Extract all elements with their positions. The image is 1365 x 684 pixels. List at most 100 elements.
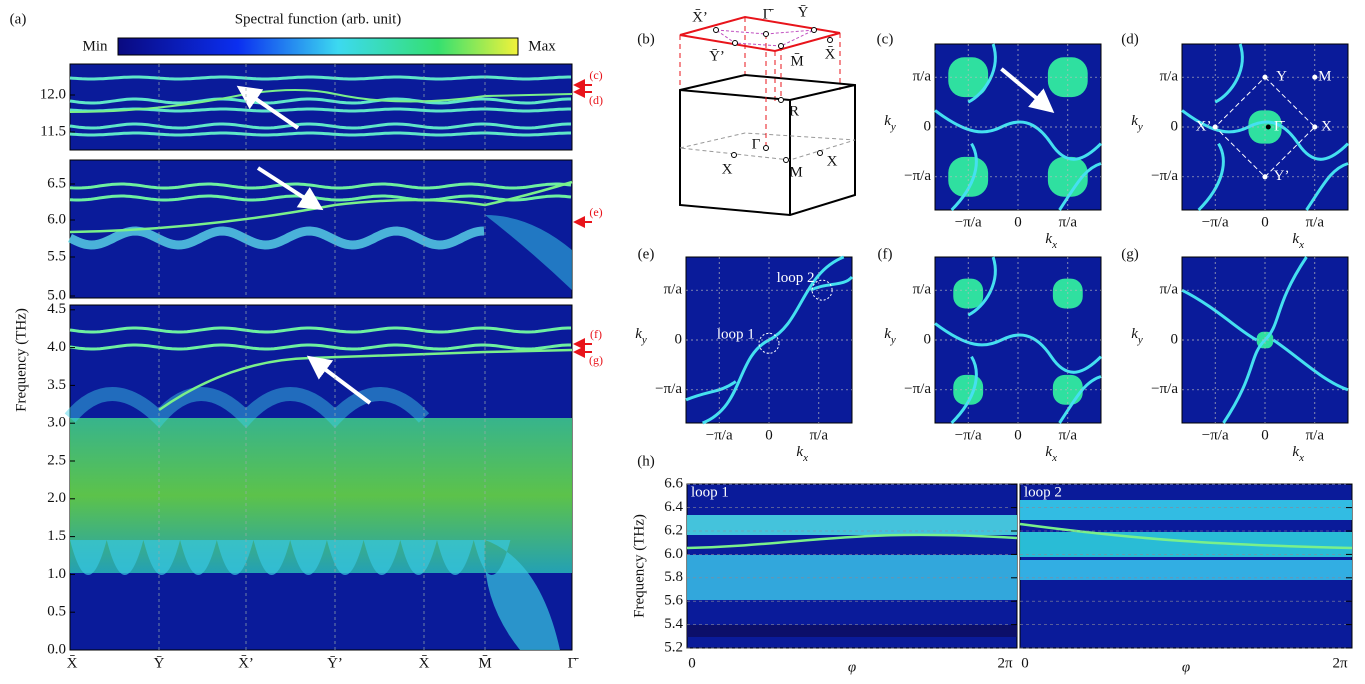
- loop-marker: [811, 279, 833, 301]
- y-tick-label: 2.0: [47, 490, 66, 506]
- pocket: [1248, 110, 1282, 144]
- spectral-curve: [1058, 162, 1102, 211]
- loop-title: loop 1: [691, 484, 729, 500]
- band: [687, 515, 1017, 535]
- y-tick-label: 4.5: [47, 301, 66, 317]
- x-axis-label: kx: [1045, 444, 1057, 463]
- y-tick-label: 5.4: [664, 616, 683, 632]
- spectral-curve: [685, 380, 737, 402]
- y-tick-label: 1.0: [47, 566, 66, 582]
- point-label: X: [827, 153, 838, 169]
- band: [69, 326, 571, 334]
- x-tick-label: π/a: [1306, 427, 1325, 443]
- x-axis-label: kx: [1292, 444, 1304, 463]
- marker-label: (g): [589, 353, 603, 367]
- subscript: y: [1137, 121, 1143, 133]
- point-label: X’: [1196, 118, 1212, 134]
- spectral-curve: [1222, 256, 1308, 424]
- y-tick-label: 0: [675, 331, 683, 347]
- y-tick-label: 0: [1171, 118, 1179, 134]
- x-tick-label: −π/a: [706, 427, 733, 443]
- y-tick-label: 6.0: [47, 211, 66, 227]
- point-label: Γ̄: [763, 6, 775, 22]
- spectral-curve: [950, 142, 978, 212]
- panel-label: (e): [638, 246, 655, 262]
- x-axis-label: kx: [796, 444, 808, 463]
- point-label: M: [789, 164, 802, 180]
- x-tick-label: 2π: [1332, 655, 1348, 671]
- x-axis-label: φ: [1182, 659, 1190, 675]
- panel-label: (f): [878, 246, 893, 262]
- loop-marker: [758, 332, 780, 354]
- y-tick-label: 4.0: [47, 339, 66, 355]
- marker-label: (d): [589, 93, 603, 107]
- y-tick-label: −π/a: [904, 381, 931, 397]
- arrow: [306, 355, 372, 405]
- subscript: x: [1298, 239, 1304, 251]
- point-label: Y: [1276, 69, 1287, 85]
- y-tick-label: 3.0: [47, 415, 66, 431]
- point-label: R: [789, 103, 799, 119]
- spectral-curve: [934, 322, 1103, 374]
- band: [69, 182, 572, 190]
- symbol: k: [1045, 444, 1052, 460]
- x-tick-label: π/a: [810, 427, 829, 443]
- surface-bz: [714, 29, 815, 47]
- point: [811, 27, 817, 33]
- y-tick-label: 1.5: [47, 528, 66, 544]
- spectral-curve: [1305, 162, 1349, 211]
- tail: [485, 215, 572, 290]
- band: [69, 89, 573, 113]
- y-axis-label: Frequency (THz): [13, 308, 29, 412]
- x-tick-label: 0: [1261, 427, 1269, 443]
- point: [778, 43, 784, 49]
- pocket: [1047, 57, 1088, 98]
- subscript: x: [1051, 239, 1057, 251]
- y-axis-label: ky: [1131, 113, 1143, 132]
- y-tick-label: −π/a: [1151, 168, 1178, 184]
- panel-label: (d): [1121, 31, 1139, 47]
- point: [827, 37, 833, 43]
- spectral-curve: [1197, 142, 1225, 212]
- subscript: y: [641, 334, 647, 346]
- point-label: X̄’: [692, 9, 708, 25]
- scallops: [70, 540, 560, 650]
- spectral-curve: [702, 255, 845, 425]
- y-tick-label: π/a: [913, 69, 932, 85]
- spectral-curve: [809, 275, 854, 292]
- symbol: k: [1292, 231, 1299, 247]
- y-axis-label: Frequency (THz): [631, 514, 647, 618]
- y-tick-label: 5.6: [664, 593, 683, 609]
- point: [732, 40, 738, 46]
- point: [817, 150, 823, 156]
- x-tick-label: Γ̄: [568, 655, 580, 671]
- band: [69, 75, 571, 81]
- subscript: x: [802, 452, 808, 464]
- y-tick-label: 6.0: [664, 546, 683, 562]
- colorbar-min: Min: [82, 38, 108, 54]
- pocket: [1052, 374, 1083, 405]
- point: [778, 97, 784, 103]
- cube: [679, 73, 856, 217]
- band: [69, 343, 571, 351]
- y-tick-label: −π/a: [904, 168, 931, 184]
- content: (a) Spectral function (arb. unit) Min Max 11…: [10, 4, 1353, 675]
- x-tick-label: Ȳ’: [327, 655, 343, 671]
- y-tick-label: 2.5: [47, 452, 66, 468]
- point-label: M: [1318, 69, 1331, 85]
- spectral-curve: [967, 256, 997, 317]
- band: [69, 122, 571, 130]
- loop-title: loop 2: [1024, 484, 1062, 500]
- x-axis-label: kx: [1045, 231, 1057, 250]
- band-curve: [686, 533, 1018, 550]
- x-axis-label: kx: [1292, 231, 1304, 250]
- point-label: X̄: [825, 46, 836, 62]
- point-label: Ȳ’: [709, 48, 725, 64]
- symbol: k: [635, 326, 642, 342]
- y-tick-label: 5.8: [664, 569, 683, 585]
- y-tick-label: 6.4: [664, 499, 683, 515]
- band: [69, 180, 573, 234]
- x-tick-label: π/a: [1059, 214, 1078, 230]
- y-axis-label: ky: [1131, 326, 1143, 345]
